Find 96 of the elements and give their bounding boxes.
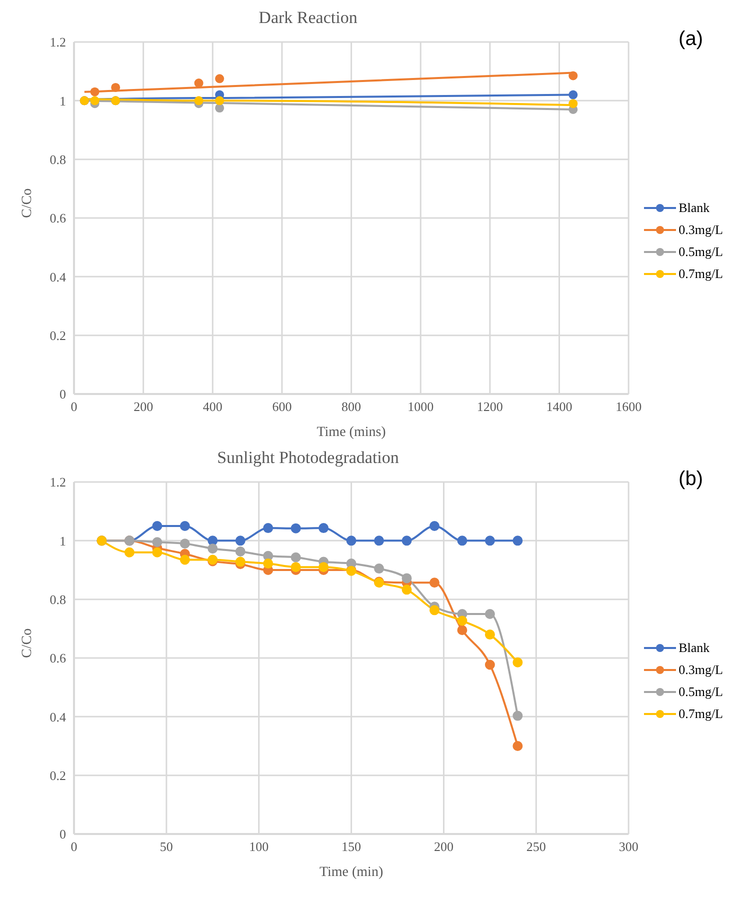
point <box>111 82 120 92</box>
y-tick-label: 0 <box>60 826 66 842</box>
y-tick-label: 1.2 <box>50 474 66 490</box>
legend-label: 0.7mg/L <box>678 706 723 722</box>
legend-label: 0.5mg/L <box>678 244 723 260</box>
point <box>429 521 440 531</box>
point <box>457 536 468 546</box>
point <box>290 562 301 572</box>
point <box>290 552 301 562</box>
point <box>152 547 162 558</box>
point <box>484 630 495 640</box>
point <box>180 554 190 565</box>
x-tick-label: 50 <box>160 839 173 854</box>
text: (a) <box>678 28 703 51</box>
point <box>568 99 578 108</box>
legend-label: Blank <box>678 640 710 656</box>
y-tick-label: 0.4 <box>50 269 66 284</box>
x-tick-label: 100 <box>249 839 269 854</box>
x-tick-label: 200 <box>134 399 154 414</box>
point <box>402 584 412 595</box>
point <box>318 562 329 572</box>
y-tick-label: 0.8 <box>50 152 66 167</box>
x-tick-label: 1200 <box>476 399 503 414</box>
point <box>180 538 190 549</box>
point <box>152 537 162 548</box>
point <box>180 521 190 531</box>
x-tick-label: 250 <box>526 839 546 854</box>
point <box>429 578 440 588</box>
point <box>568 71 578 80</box>
y-tick-label: 1 <box>60 533 66 548</box>
point <box>208 536 218 546</box>
x-tick-label: 200 <box>434 839 454 854</box>
y-tick-label: 0.4 <box>50 709 66 724</box>
point <box>208 544 218 554</box>
y-tick-label: 0.2 <box>50 328 66 343</box>
x-tick-label: 150 <box>342 839 362 854</box>
x-tick-label: 1400 <box>546 399 572 414</box>
point <box>152 521 162 531</box>
point <box>194 96 204 106</box>
point <box>90 87 100 96</box>
point <box>263 523 274 534</box>
point <box>346 536 356 546</box>
x-tick-label: 600 <box>272 399 292 414</box>
point <box>318 523 329 534</box>
y-tick-label: 1 <box>60 93 66 108</box>
legend-label: 0.5mg/L <box>678 684 723 700</box>
x-tick-label: 1000 <box>408 399 434 414</box>
y-tick-label: 0 <box>60 386 66 402</box>
point <box>215 74 224 84</box>
point <box>374 564 384 574</box>
chart-title: Dark Reaction <box>258 8 358 29</box>
point <box>90 96 100 106</box>
text: (b) <box>678 468 703 491</box>
y-tick-label: 0.6 <box>50 210 66 226</box>
point <box>374 536 384 546</box>
legend-label: Blank <box>678 200 710 216</box>
legend-label: 0.3mg/L <box>678 222 723 238</box>
y-tick-label: 0.6 <box>50 650 66 666</box>
point <box>194 78 204 88</box>
x-tick-label: 800 <box>342 399 362 414</box>
legend-label: 0.7mg/L <box>678 266 723 282</box>
y-tick-label: 0.2 <box>50 768 66 783</box>
point <box>512 657 523 668</box>
point <box>484 660 495 670</box>
point <box>124 547 134 558</box>
point <box>402 536 412 546</box>
x-tick-label: 400 <box>202 399 222 414</box>
legend-label: 0.3mg/L <box>678 662 723 678</box>
point <box>512 710 523 721</box>
x-axis-title: Time (min) <box>319 865 384 880</box>
x-tick-label: 1600 <box>616 399 642 414</box>
point <box>457 616 468 626</box>
point <box>512 536 523 546</box>
y-axis-title: C/Co <box>20 188 35 218</box>
x-tick-label: 300 <box>618 839 638 854</box>
y-tick-label: 0.8 <box>50 592 66 607</box>
chart-title: Sunlight Photodegradation <box>216 448 400 469</box>
point <box>429 605 440 616</box>
y-axis-title: C/Co <box>20 628 35 658</box>
y-tick-label: 1.2 <box>50 34 66 50</box>
point <box>457 625 468 636</box>
point <box>235 556 246 567</box>
point <box>568 90 578 100</box>
point <box>215 103 224 113</box>
point <box>235 546 246 557</box>
point <box>263 558 274 569</box>
x-tick-label: 0 <box>70 399 78 414</box>
point <box>215 96 224 106</box>
point <box>235 536 246 546</box>
point <box>512 741 523 751</box>
x-axis-title: Time (mins) <box>316 425 386 440</box>
point <box>290 523 301 534</box>
point <box>484 609 495 619</box>
point <box>484 536 495 546</box>
x-tick-label: 0 <box>70 839 78 854</box>
point <box>402 573 412 584</box>
